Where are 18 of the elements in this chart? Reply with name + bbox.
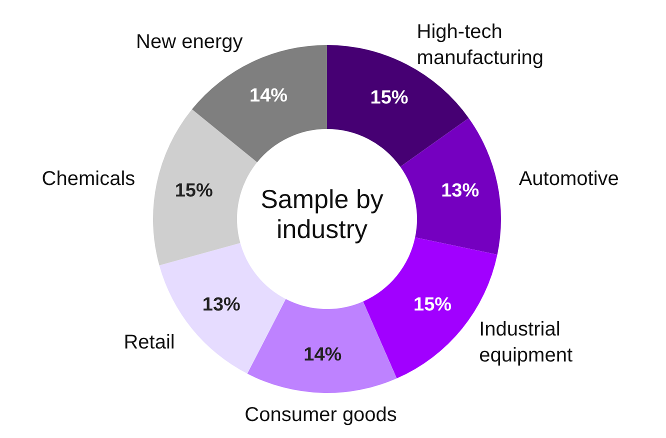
slice-label: Consumer goods xyxy=(244,404,397,426)
slice-label: Chemicals xyxy=(42,168,136,190)
donut-slice xyxy=(400,118,501,255)
slice-label: Retail xyxy=(124,332,175,354)
data-label: 14% xyxy=(304,344,342,366)
data-label: 14% xyxy=(250,86,288,107)
data-label: 15% xyxy=(370,88,408,109)
donut-slice xyxy=(153,109,258,266)
data-label: 13% xyxy=(441,180,480,202)
slice-label: High-tech manufacturing xyxy=(416,20,544,69)
data-label: 13% xyxy=(202,294,241,316)
slice-label: Automotive xyxy=(518,168,619,190)
slice-label: New energy xyxy=(136,31,243,54)
donut-slice xyxy=(247,298,397,393)
data-label: 15% xyxy=(414,294,452,316)
data-label: 15% xyxy=(174,180,213,202)
text: Sample by industry xyxy=(260,184,384,244)
slice-label: Industrial equipment xyxy=(479,318,573,367)
